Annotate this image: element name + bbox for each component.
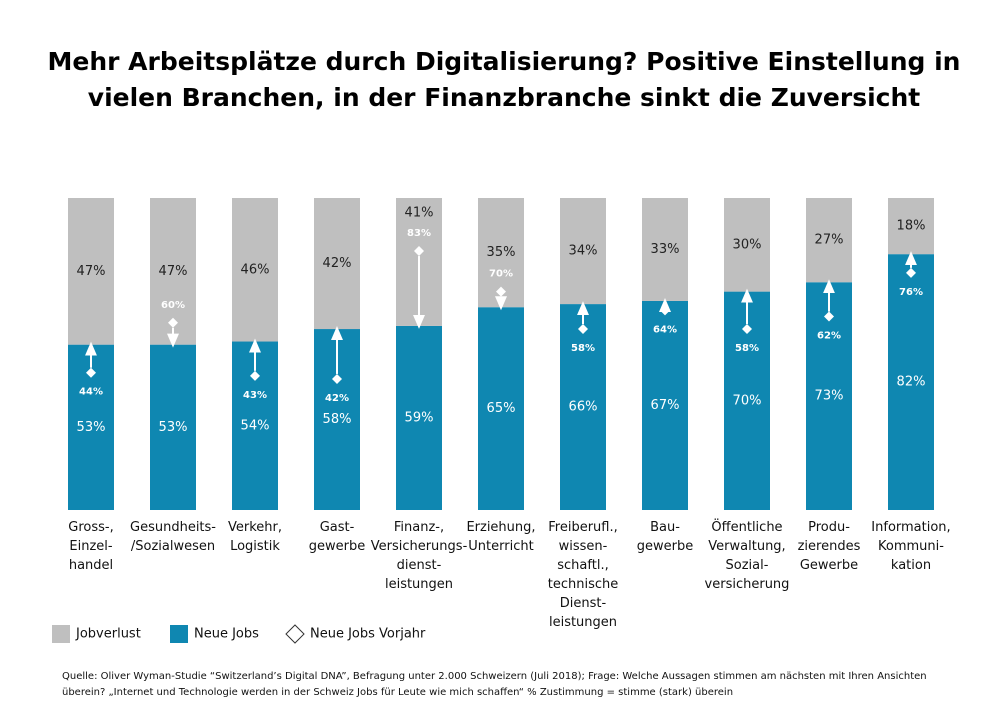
value-label: 27% [815,233,844,248]
prev-year-label: 43% [243,390,267,401]
legend-swatch [52,625,70,643]
prev-year-label: 58% [571,343,595,354]
x-tick-label: Freiberufl., wissen- schaftl., technisch… [547,520,619,630]
x-tick-label: Öffentliche Verwaltung, Sozial- versiche… [704,520,790,592]
value-label: 42% [323,256,352,271]
x-tick-label: Gast- gewerbe [308,520,366,554]
prev-year-label: 44% [79,387,103,398]
x-tick-label: Gesundheits- /Sozialwesen [130,520,216,554]
prev-year-marker [906,267,916,278]
bar-segment [232,198,278,342]
prev-year-marker [496,286,506,297]
prev-year-label: 60% [161,300,185,311]
value-label: 47% [77,264,106,279]
bar-segment [560,198,606,305]
value-label: 33% [651,242,680,257]
value-label: 53% [77,420,106,435]
value-label: 53% [159,420,188,435]
value-label: 82% [897,375,926,390]
prev-year-marker [660,305,670,316]
bar-segment [888,254,934,510]
prev-year-marker [742,324,752,335]
value-label: 35% [487,245,516,260]
prev-year-marker [168,317,178,328]
x-tick-label: Produ- zierendes Gewerbe [797,520,861,573]
prev-year-label: 70% [489,269,513,280]
value-label: 67% [651,398,680,413]
bar-segment [478,307,524,510]
prev-year-marker [824,311,834,322]
prev-year-marker [332,373,342,384]
bar-segment [150,344,196,510]
prev-year-marker [578,324,588,335]
x-tick-label: Verkehr, Logistik [227,520,282,554]
value-label: 30% [733,237,762,252]
prev-year-label: 58% [735,343,759,354]
value-label: 58% [323,412,352,427]
prev-year-marker [414,246,424,257]
bar-segment [888,198,934,255]
value-label: 70% [733,393,762,408]
prev-year-label: 62% [817,331,841,342]
bar-segment [396,325,442,510]
prev-year-marker [250,370,260,381]
prev-year-label: 83% [407,228,431,239]
value-label: 18% [897,219,926,234]
bar-segment [560,304,606,510]
bar-segment [314,198,360,330]
bar-segment [724,198,770,292]
bar-segment [806,198,852,283]
prev-year-marker [86,367,96,378]
prev-year-label: 76% [899,287,923,298]
value-label: 66% [569,400,598,415]
legend-swatch [170,625,188,643]
legend-label: Neue Jobs [194,627,259,642]
x-tick-label: Gross-, Einzel- handel [68,520,114,573]
legend-swatch [285,624,305,644]
legend-label: Neue Jobs Vorjahr [310,627,426,642]
value-label: 59% [405,410,434,425]
value-label: 65% [487,401,516,416]
legend-label: Jobverlust [75,627,141,642]
x-tick-label: Finanz-, Versicherungs- dienst- leistung… [370,520,468,592]
source: Quelle: Oliver Wyman-Studie “Switzerland… [62,671,927,698]
prev-year-label: 42% [325,393,349,404]
chart-title: Mehr Arbeitsplätze durch Digitalisierung… [47,47,961,112]
value-label: 41% [405,206,434,221]
x-tick-label: Information, Kommuni- kation [871,520,951,573]
value-label: 34% [569,244,598,259]
value-label: 47% [159,264,188,279]
bar-segment [642,300,688,510]
prev-year-label: 64% [653,324,677,335]
bar-segment [68,198,114,345]
value-label: 73% [815,389,844,404]
x-tick-label: Erziehung, Unterricht [466,520,536,554]
value-label: 46% [241,262,270,277]
x-tick-label: Bau- gewerbe [636,520,694,554]
value-label: 54% [241,418,270,433]
bar-segment [642,198,688,301]
